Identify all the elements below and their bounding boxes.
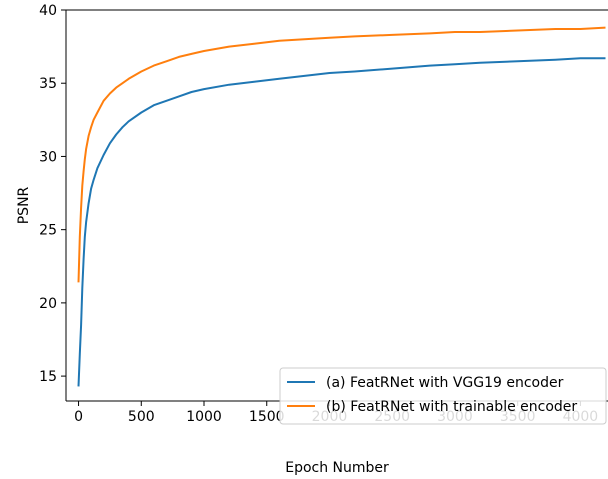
series-line-trainable (77, 26, 606, 283)
y-tick-label: 20 (39, 296, 57, 312)
y-tick-label: 40 (39, 3, 57, 19)
y-tick-label: 15 (39, 369, 57, 385)
legend: (a) FeatRNet with VGG19 encoder (b) Feat… (279, 367, 607, 425)
x-tick-label: 1000 (186, 409, 222, 425)
x-tick-label: 0 (74, 409, 83, 425)
legend-box (279, 367, 607, 425)
x-tick-label: 500 (128, 409, 155, 425)
legend-label-trainable: (b) FeatRNet with trainable encoder (326, 399, 577, 415)
y-tick-label: 30 (39, 149, 57, 165)
legend-label-vgg19: (a) FeatRNet with VGG19 encoder (326, 375, 564, 391)
x-tick-label: 1500 (249, 409, 285, 425)
series-line-vgg19 (77, 57, 606, 387)
x-axis-label: Epoch Number (285, 460, 389, 476)
series-layer (77, 26, 606, 387)
y-tick-label: 35 (39, 76, 57, 92)
y-tick-label: 25 (39, 223, 57, 239)
y-axis-label: PSNR (16, 186, 32, 224)
